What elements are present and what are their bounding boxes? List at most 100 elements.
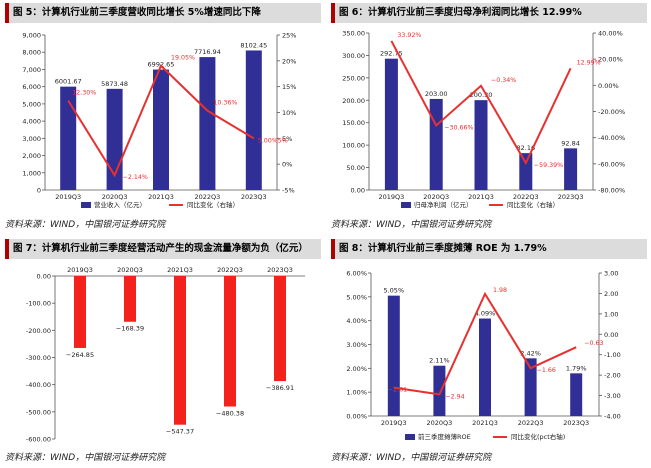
x-tick-label: 2020Q3 (117, 266, 143, 274)
y-tick-label-left: -600.00 (26, 436, 51, 444)
y-tick-label-left: 0.00 (37, 273, 51, 281)
y-tick-label-left: 0.00% (346, 413, 367, 421)
x-tick-label: 2019Q3 (67, 266, 93, 274)
panel-fig7: 图 7：计算机行业前三季度经营活动产生的现金流量净额为负（亿元） -600.00… (5, 239, 321, 467)
line-label: −0.63 (584, 340, 603, 347)
line-label: 5.00%5% (258, 137, 288, 144)
line-label: 12.30% (72, 90, 96, 97)
y-tick-label-right: -3.00 (604, 392, 621, 400)
line-label: −2.61 (388, 387, 407, 394)
chart-revenue: 0 1,000 2,000 3,000 4,000 5,000 6,000 7,000 8,00… (22, 32, 296, 210)
y-tick-label-right: 0.00 (604, 331, 618, 339)
bar (174, 276, 186, 425)
bar (429, 98, 443, 190)
bar-label: 4.09% (475, 310, 496, 318)
chart-title: 图 6：计算机行业前三季度归母净利润同比增长 12.99% (331, 3, 647, 23)
x-tick-label: 2023Q3 (558, 193, 584, 201)
y-tick-label-right: 20.00% (598, 56, 623, 64)
y-tick-label-left: 1,000 (22, 169, 41, 177)
bar-label: 200.30 (470, 91, 493, 99)
y-tick-label-left: 150.00 (342, 119, 365, 127)
y-tick-label-right: 40.00% (598, 30, 623, 38)
bar (433, 365, 446, 416)
bar (564, 148, 578, 190)
line-label: 1.98 (493, 287, 507, 294)
y-tick-label-left: 200.00 (342, 97, 365, 105)
bar (524, 358, 537, 416)
bar-label: 92.84 (561, 139, 580, 147)
bar (474, 100, 488, 190)
bar (519, 153, 533, 190)
y-tick-label-left: 100.00 (342, 142, 365, 150)
bar-label: 5.05% (383, 287, 404, 295)
x-tick-label: 2022Q3 (217, 266, 243, 274)
y-tick-label-left: 7,000 (22, 66, 41, 74)
y-tick-label-right: 2.00 (604, 290, 618, 298)
bar-label: 5873.48 (101, 80, 128, 88)
y-tick-label-right: -20.00% (598, 108, 625, 116)
y-tick-label-right: -40.00% (598, 134, 625, 142)
y-tick-label-left: 5.00% (346, 293, 367, 301)
y-tick-label-left: 5,000 (22, 100, 41, 108)
y-tick-label-right: -60.00% (598, 160, 625, 168)
bar (245, 50, 262, 190)
bar-label: 6001.67 (55, 78, 82, 86)
y-tick-label-left: 3.00% (346, 341, 367, 349)
bar-label: 292.75 (380, 50, 403, 58)
series-line (67, 64, 255, 178)
y-tick-label-left: 250.00 (342, 74, 365, 82)
y-tick-label-left: 8,000 (22, 49, 41, 57)
bar (387, 295, 400, 416)
line-label: −2.94 (445, 393, 464, 400)
chart-net-profit: 0.00 50.00 100.00 150.00 200.00 250.00 300.00 3… (342, 30, 625, 210)
series-line (393, 291, 577, 396)
y-tick-label-left: 6.00% (346, 270, 367, 278)
x-tick-label: 2021Q3 (148, 193, 174, 201)
y-tick-label-left: 2.00% (346, 365, 367, 373)
y-tick-label-left: -200.00 (26, 327, 51, 335)
chart-cash-flow: -600.00 -500.00 -400.00 -300.00 -200.00 -100.… (26, 266, 305, 444)
legend-label-bar: 营业收入（亿元） (94, 200, 146, 209)
y-tick-label-right: 1.00 (604, 310, 618, 318)
y-tick-label-left: 2,000 (22, 152, 41, 160)
bar (479, 318, 491, 416)
y-tick-label-right: -1.00 (604, 351, 621, 359)
bar (384, 58, 398, 191)
source-note: 资料来源：WIND，中国银河证券研究院 (331, 220, 492, 230)
x-tick-label: 2020Q3 (102, 193, 128, 201)
bar (153, 69, 169, 190)
bar-label: −386.91 (266, 384, 294, 392)
x-tick-label: 2019Q3 (379, 193, 405, 201)
chart-title: 图 5：计算机行业前三季度营收同比增长 5%增速同比下降 (5, 3, 321, 23)
legend-label-line: 同比变化（右轴） (507, 200, 559, 209)
bar-label: 82.16 (516, 144, 535, 152)
line-label: −2.14% (123, 174, 148, 181)
legend-label-bar: 归母净利润（亿元） (414, 200, 473, 209)
y-tick-label-right: -80.00% (598, 187, 625, 195)
y-tick-label-right: 3.00 (604, 270, 618, 278)
y-tick-label-left: 1.00% (346, 389, 367, 397)
y-tick-label-right: 15% (282, 83, 296, 91)
series-line (390, 40, 572, 166)
bar-label: 7716.94 (194, 48, 221, 56)
legend-swatch-bar (405, 434, 415, 440)
x-tick-label: 2020Q3 (423, 193, 449, 201)
y-tick-label-left: 3,000 (22, 135, 41, 143)
x-tick-label: 2020Q3 (427, 419, 453, 427)
source-note: 资料来源：WIND，中国银河证券研究院 (5, 220, 166, 230)
bar (124, 276, 136, 322)
y-tick-label-left: -300.00 (26, 354, 51, 362)
y-tick-label-left: 4.00% (346, 317, 367, 325)
x-tick-label: 2019Q3 (55, 193, 81, 201)
x-tick-label: 2021Q3 (472, 419, 498, 427)
legend-swatch-bar (81, 202, 91, 208)
chart-title: 图 7：计算机行业前三季度经营活动产生的现金流量净额为负（亿元） (5, 239, 321, 259)
line-label: −1.66 (537, 367, 556, 374)
y-tick-label-left: 9,000 (22, 32, 41, 40)
chart-title: 图 8：计算机行业前三季度摊薄 ROE 为 1.79% (331, 239, 647, 259)
bar-label: 2.11% (429, 357, 450, 365)
line-label: 12.99% (577, 59, 601, 66)
bar-label: −480.38 (216, 410, 244, 418)
line-label: 19.05% (171, 55, 195, 62)
bar (274, 276, 286, 382)
